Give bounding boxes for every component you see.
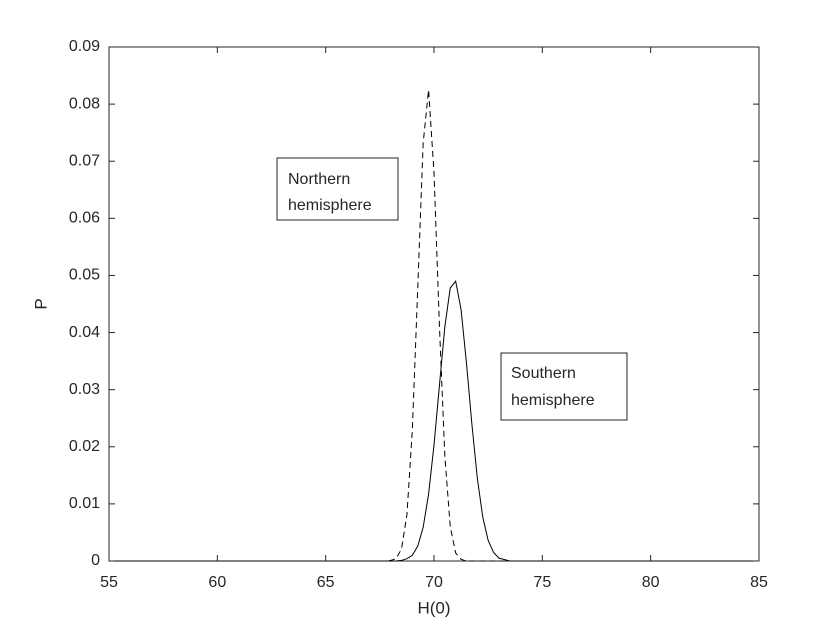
x-tick-label: 60 [208,574,226,591]
annotation: Northern hemisphere [276,157,399,221]
annotation-box [500,352,628,421]
y-tick-label: 0.09 [69,38,100,55]
y-tick-label: 0.05 [69,267,100,284]
y-tick-label: 0.03 [69,381,100,398]
y-tick-label: 0.02 [69,438,100,455]
x-tick-label: 80 [642,574,660,591]
annotation-text: hemisphere [288,197,372,214]
annotation-box [276,157,399,221]
x-axis-label: H(0) [417,598,450,617]
x-tick-label: 70 [425,574,443,591]
annotation: Southern hemisphere [500,352,628,421]
x-tick-label: 75 [533,574,551,591]
y-tick-label: 0.08 [69,95,100,112]
y-tick-label: 0.01 [69,495,100,512]
annotation-text: Southern [511,365,576,382]
annotation-text: Northern [288,171,350,188]
y-tick-label: 0.04 [69,324,100,341]
y-tick-label: 0.06 [69,210,100,227]
annotation-text: hemisphere [511,392,595,409]
y-tick-label: 0.07 [69,152,100,169]
x-tick-label: 85 [750,574,768,591]
x-tick-label: 55 [100,574,118,591]
y-tick-label: 0 [91,552,100,569]
data-line [109,279,759,562]
y-axis-label: P [31,298,50,309]
x-tick-label: 65 [317,574,335,591]
